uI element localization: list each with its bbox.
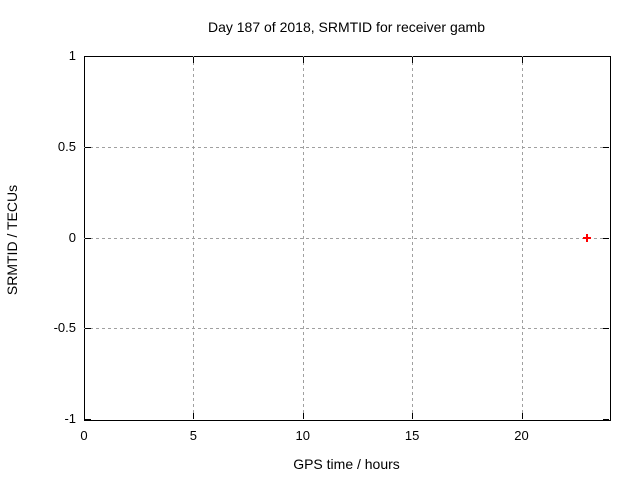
x-axis-label: GPS time / hours — [293, 456, 400, 472]
y-tick-left — [85, 56, 91, 57]
x-tick-bottom — [521, 413, 523, 419]
y-tick-right — [603, 237, 609, 239]
y-tick-right — [603, 56, 609, 57]
x-tick-bottom — [302, 413, 304, 419]
x-tick-label: 10 — [295, 428, 310, 443]
x-tick-top — [521, 57, 523, 63]
y-tick-left — [85, 146, 91, 148]
x-tick-label: 0 — [80, 428, 88, 443]
x-tick-label: 20 — [514, 428, 529, 443]
y-tick-label: -1 — [64, 411, 76, 426]
y-tick-label: 0.5 — [57, 138, 76, 154]
y-tick-right — [603, 146, 609, 148]
chart-title: Day 187 of 2018, SRMTID for receiver gam… — [207, 19, 485, 35]
data-point-plus-v — [586, 234, 588, 242]
x-tick-bottom — [193, 413, 195, 419]
y-gridline — [84, 328, 609, 330]
x-tick-bottom — [84, 413, 85, 419]
x-tick-top — [302, 57, 304, 63]
y-gridline — [84, 146, 609, 148]
y-axis-label: SRMTID / TECUs — [4, 184, 20, 296]
x-tick-label: 5 — [189, 428, 197, 443]
y-gridline — [84, 237, 609, 239]
x-tick-bottom — [412, 413, 414, 419]
plot-area — [84, 56, 611, 421]
y-tick-right — [603, 419, 609, 420]
y-tick-right — [603, 328, 609, 330]
x-tick-top — [412, 57, 414, 63]
y-tick-left — [85, 419, 91, 420]
y-tick-label: 0 — [68, 229, 76, 245]
y-tick-label: 1 — [68, 48, 76, 63]
x-tick-top — [84, 57, 85, 63]
y-tick-left — [85, 328, 91, 330]
x-tick-top — [193, 57, 195, 63]
x-tick-label: 15 — [404, 428, 420, 443]
y-tick-label: -0.5 — [53, 320, 76, 336]
y-tick-left — [85, 237, 91, 239]
